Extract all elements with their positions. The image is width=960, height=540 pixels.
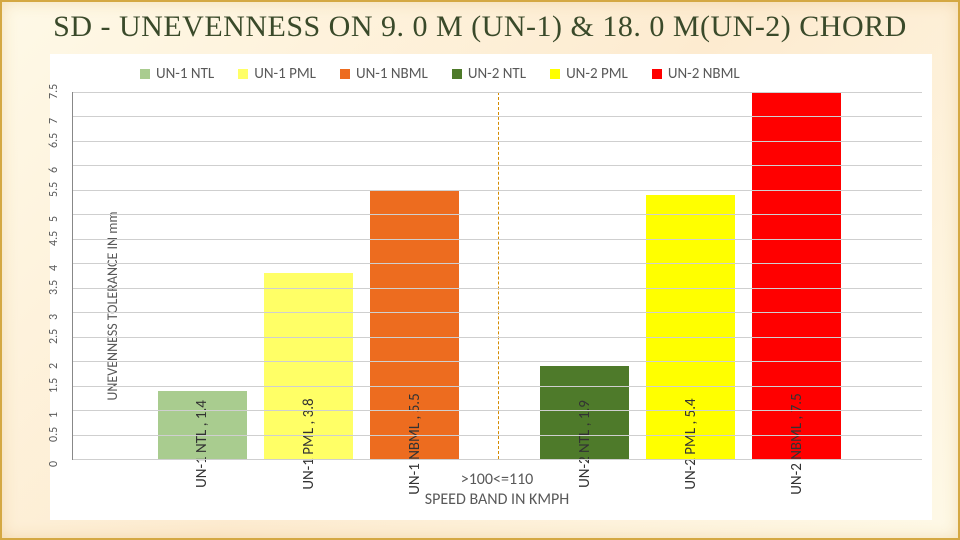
legend-label: UN-1 NTL	[156, 65, 214, 83]
bar-un-2-nbml: UN-2 NBML , 7.5	[752, 92, 841, 459]
y-tick: 7	[47, 117, 61, 123]
gridline	[73, 165, 922, 166]
y-tick: 2.5	[47, 329, 61, 344]
y-tick: 1.5	[47, 378, 61, 393]
x-category-label: >100<=110	[72, 470, 922, 490]
bar-un-2-pml: UN-2 PML , 5.4	[646, 195, 735, 459]
bar-un-1-nbml: UN-1 NBML , 5.5	[370, 190, 459, 459]
legend-swatch	[452, 69, 462, 79]
gridline	[73, 141, 922, 142]
gridline	[73, 263, 922, 264]
bar-un-1-ntl: UN-1 NTL , 1.4	[158, 391, 247, 460]
gridline	[73, 116, 922, 117]
legend-item: UN-2 NBML	[652, 65, 740, 83]
y-tick: 2	[47, 363, 61, 369]
gridline	[73, 92, 922, 93]
chart-area: UNEVENNESS TOLERANCE IN mm 00.511.522.53…	[50, 54, 932, 520]
legend-item: UN-1 PML	[238, 65, 316, 83]
legend-label: UN-1 PML	[254, 65, 316, 83]
plot-area: UN-1 NTL , 1.4UN-1 PML , 3.8UN-1 NBML , …	[72, 92, 922, 460]
bars-layer: UN-1 NTL , 1.4UN-1 PML , 3.8UN-1 NBML , …	[73, 92, 922, 459]
legend-label: UN-2 PML	[566, 65, 628, 83]
y-tick: 3	[47, 314, 61, 320]
bar-un-1-pml: UN-1 PML , 3.8	[264, 273, 353, 459]
gridline	[73, 288, 922, 289]
y-tick: 1	[47, 412, 61, 418]
legend: UN-1 NTL UN-1 PML UN-1 NBML UN-2 NTL UN-2 PM…	[140, 60, 922, 88]
gridline	[73, 337, 922, 338]
gridline	[73, 239, 922, 240]
y-axis-ticks: 00.511.522.533.544.555.566.577.5	[48, 92, 68, 460]
legend-swatch	[238, 69, 248, 79]
y-tick: 0.5	[47, 427, 61, 442]
legend-item: UN-1 NTL	[140, 65, 214, 83]
gridline	[73, 361, 922, 362]
gridline	[73, 410, 922, 411]
legend-label: UN-2 NBML	[668, 65, 740, 83]
legend-swatch	[340, 69, 350, 79]
x-axis-labels: >100<=110 SPEED BAND IN KMPH	[72, 470, 922, 510]
gridline	[73, 214, 922, 215]
gridline	[73, 190, 922, 191]
x-axis-label: SPEED BAND IN KMPH	[72, 490, 922, 510]
gridline	[73, 386, 922, 387]
y-tick: 5	[47, 216, 61, 222]
y-tick: 3.5	[47, 280, 61, 295]
legend-item: UN-2 PML	[550, 65, 628, 83]
legend-item: UN-2 NTL	[452, 65, 526, 83]
bar-un-2-ntl: UN-2 NTL , 1.9	[540, 366, 629, 459]
y-tick: 7.5	[47, 84, 61, 99]
y-tick: 0	[47, 461, 61, 467]
gridline	[73, 435, 922, 436]
legend-swatch	[140, 69, 150, 79]
y-tick: 6	[47, 167, 61, 173]
gridline	[73, 459, 922, 460]
y-tick: 5.5	[47, 182, 61, 197]
y-tick: 4	[47, 265, 61, 271]
y-tick: 4.5	[47, 231, 61, 246]
y-tick: 6.5	[47, 133, 61, 148]
legend-swatch	[652, 69, 662, 79]
legend-label: UN-2 NTL	[468, 65, 526, 83]
gridline	[73, 312, 922, 313]
legend-label: UN-1 NBML	[356, 65, 428, 83]
legend-swatch	[550, 69, 560, 79]
legend-item: UN-1 NBML	[340, 65, 428, 83]
page-title: SD - UNEVENNESS ON 9. 0 M (UN-1) & 18. 0…	[2, 2, 958, 50]
